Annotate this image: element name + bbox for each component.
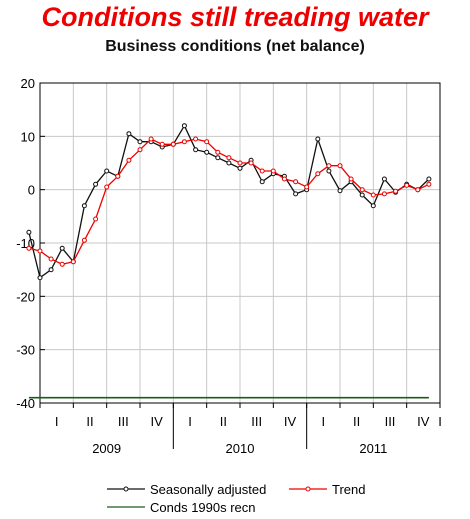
point-seasonally-adjusted [93, 181, 99, 187]
point-seasonally-adjusted [326, 168, 332, 174]
point-trend [326, 163, 332, 169]
x-quarter-label: I [322, 414, 326, 429]
x-quarter-label: IV [417, 414, 430, 429]
x-quarter-label: II [353, 414, 360, 429]
point-trend [248, 160, 254, 166]
point-trend [293, 179, 299, 185]
y-tick-label: 0 [28, 183, 35, 198]
x-quarter-label: III [251, 414, 262, 429]
point-seasonally-adjusted [59, 245, 65, 251]
legend-label-seasonally-adjusted: Seasonally adjusted [150, 482, 266, 497]
y-tick-label: 20 [21, 76, 35, 91]
legend-marker-seasonally-adjusted [123, 486, 129, 492]
point-trend [59, 261, 65, 267]
headline: Conditions still treading water [41, 2, 429, 32]
point-trend [393, 188, 399, 194]
x-quarter-label: IV [151, 414, 164, 429]
x-year-label: 2009 [92, 441, 121, 456]
x-year-label: 2011 [359, 441, 387, 456]
point-seasonally-adjusted [337, 188, 343, 194]
legend-label-trend: Trend [332, 482, 365, 497]
x-quarter-label: I [188, 414, 192, 429]
point-trend [426, 181, 432, 187]
point-seasonally-adjusted [81, 203, 87, 209]
point-trend [126, 157, 132, 163]
point-seasonally-adjusted [104, 168, 110, 174]
x-quarter-label: I [438, 414, 442, 429]
point-seasonally-adjusted [204, 149, 210, 155]
point-seasonally-adjusted [215, 155, 221, 161]
point-trend [304, 184, 310, 190]
legend-label-conds-1990s-recn: Conds 1990s recn [150, 500, 256, 515]
point-seasonally-adjusted [193, 147, 199, 153]
point-trend [159, 141, 165, 147]
legend: Seasonally adjusted Trend Conds 1990s re… [107, 482, 365, 515]
point-trend [404, 182, 410, 188]
x-quarter-label: I [55, 414, 59, 429]
point-trend [348, 176, 354, 182]
point-trend [204, 139, 210, 145]
point-seasonally-adjusted [370, 203, 376, 209]
point-trend [181, 139, 187, 145]
point-trend [370, 192, 376, 198]
x-quarter-label: III [118, 414, 129, 429]
point-trend [315, 171, 321, 177]
y-tick-label: 10 [21, 129, 35, 144]
x-year-label: 2010 [226, 441, 255, 456]
chart-title: Business conditions (net balance) [105, 38, 365, 55]
x-quarter-label: III [385, 414, 396, 429]
point-seasonally-adjusted [48, 267, 54, 273]
x-quarter-label: II [86, 414, 93, 429]
point-trend [281, 176, 287, 182]
point-trend [137, 147, 143, 153]
point-trend [337, 163, 343, 169]
point-trend [359, 187, 365, 193]
point-trend [415, 187, 421, 193]
point-trend [226, 155, 232, 161]
point-seasonally-adjusted [293, 191, 299, 197]
y-tick-label: -30 [16, 343, 35, 358]
point-trend [193, 136, 199, 142]
point-seasonally-adjusted [237, 165, 243, 171]
point-seasonally-adjusted [359, 192, 365, 198]
point-seasonally-adjusted [259, 179, 265, 185]
point-trend [70, 259, 76, 265]
point-trend [170, 141, 176, 147]
point-seasonally-adjusted [137, 139, 143, 145]
point-trend [37, 248, 43, 254]
point-trend [48, 256, 54, 262]
point-seasonally-adjusted [315, 136, 321, 142]
point-trend [81, 237, 87, 243]
y-tick-label: -20 [16, 289, 35, 304]
legend-marker-trend [305, 486, 311, 492]
y-tick-label: -40 [16, 396, 35, 411]
point-trend [93, 216, 99, 222]
point-trend [237, 160, 243, 166]
point-trend [115, 173, 121, 179]
point-seasonally-adjusted [381, 176, 387, 182]
point-trend [381, 191, 387, 197]
series-line-seasonally-adjusted [28, 124, 430, 279]
x-quarter-label: II [220, 414, 227, 429]
point-seasonally-adjusted [37, 275, 43, 281]
point-seasonally-adjusted [26, 229, 32, 235]
point-trend [104, 184, 110, 190]
x-quarter-label: IV [284, 414, 297, 429]
plot-grid [40, 83, 440, 403]
point-trend [148, 136, 154, 142]
point-trend [270, 168, 276, 174]
point-trend [259, 168, 265, 174]
point-trend [26, 245, 32, 251]
series-layer [26, 123, 432, 399]
point-seasonally-adjusted [226, 160, 232, 166]
point-seasonally-adjusted [426, 176, 432, 182]
point-seasonally-adjusted [126, 131, 132, 137]
point-seasonally-adjusted [181, 123, 187, 129]
point-trend [215, 149, 221, 155]
